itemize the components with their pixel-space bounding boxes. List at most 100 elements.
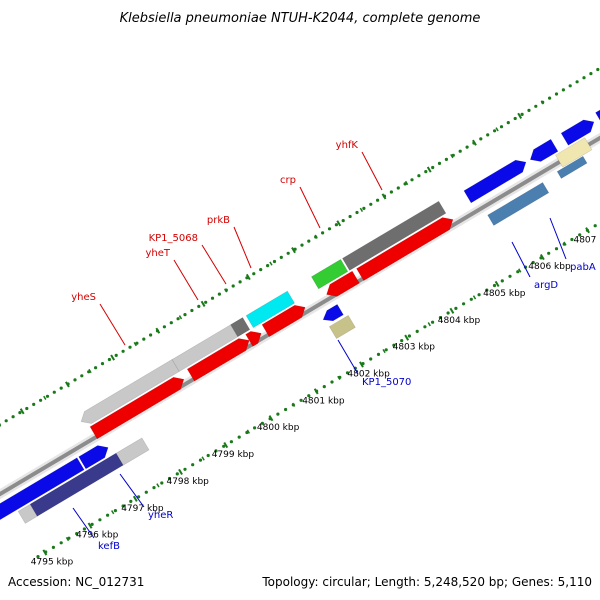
tick-label: 4796 kbp: [76, 531, 119, 541]
gene-feature: [356, 217, 454, 282]
guide-dot: [214, 449, 218, 453]
minor-tick-mark: [224, 288, 228, 293]
gene-feature: [261, 304, 306, 338]
guide-dot: [286, 251, 290, 255]
guide-dot: [446, 311, 450, 315]
guide-dot: [106, 513, 110, 517]
minor-tick-mark: [450, 154, 454, 159]
gene-feature: [326, 270, 360, 297]
guide-dot: [25, 406, 29, 411]
label-leader-line: [173, 259, 199, 301]
guide-dot: [190, 308, 194, 313]
guide-dot: [183, 313, 187, 317]
minor-tick-mark: [201, 456, 205, 461]
gene-feature: [560, 119, 595, 146]
guide-dot: [167, 476, 172, 481]
guide-dot: [593, 224, 597, 228]
tick-mark: [336, 220, 342, 227]
tick-label: 4803 kbp: [393, 343, 436, 353]
guide-dot: [462, 302, 466, 306]
guide-dot: [284, 407, 288, 412]
guide-dot: [389, 190, 393, 194]
gene-features: [0, 107, 600, 524]
guide-dot: [423, 325, 427, 329]
guide-dot: [75, 532, 79, 536]
guide-dot: [384, 348, 388, 352]
label-leader-line: [361, 151, 383, 191]
tick-label: 4806 kbp: [528, 262, 571, 272]
guide-dot: [454, 306, 458, 310]
guide-dot: [142, 337, 146, 341]
guide-dot: [197, 304, 201, 308]
guide-dot: [253, 426, 257, 430]
tick-mark: [110, 354, 116, 361]
gene-feature: [89, 376, 185, 440]
guide-dot: [135, 341, 139, 345]
gene-label: yheT: [145, 248, 170, 259]
guide-dot: [36, 555, 40, 559]
gene-label: kefB: [98, 541, 120, 552]
guide-dot: [237, 435, 241, 439]
minor-tick-mark: [314, 234, 318, 239]
guide-dot: [554, 92, 559, 96]
gene-label: yheR: [148, 510, 173, 521]
guide-dot: [11, 415, 15, 419]
guide-dot: [121, 504, 125, 508]
guide-dot: [431, 320, 435, 324]
guide-dot: [575, 80, 579, 84]
guide-dot: [51, 545, 56, 550]
tick-mark: [585, 227, 590, 234]
guide-dot: [415, 329, 419, 333]
guide-dot: [548, 96, 552, 100]
guide-dot: [59, 386, 63, 390]
minor-tick-mark: [269, 261, 273, 266]
guide-dot: [431, 165, 435, 170]
guide-dot: [508, 274, 512, 278]
guide-dot: [137, 495, 141, 499]
tick-mark: [87, 522, 93, 529]
guide-dot: [376, 352, 381, 356]
guide-dot: [589, 72, 593, 76]
map-title: Klebsiella pneumoniae NTUH-K2044, comple…: [120, 11, 481, 26]
label-leader-line: [119, 473, 145, 508]
tick-mark: [42, 549, 48, 556]
minor-tick-mark: [43, 395, 47, 400]
guide-dot: [45, 394, 50, 398]
guide-dot: [477, 293, 481, 297]
guide-dot: [210, 296, 215, 300]
minor-tick-mark: [518, 268, 522, 273]
guide-dot: [18, 411, 22, 415]
tick-label: 4802 kbp: [347, 370, 390, 380]
tick-mark: [65, 381, 70, 388]
guide-dot: [334, 223, 338, 227]
tick-mark: [381, 193, 387, 200]
guide-dot: [322, 385, 326, 389]
tick-label: 4804 kbp: [438, 316, 481, 326]
minor-tick-mark: [427, 322, 431, 327]
guide-dot: [272, 259, 277, 264]
minor-tick-mark: [472, 295, 477, 300]
guide-dot: [73, 378, 77, 382]
gene-label: crp: [280, 175, 296, 186]
guide-dot: [578, 233, 582, 237]
guide-dot: [39, 398, 43, 402]
gene-feature: [555, 137, 593, 168]
guide-dot: [362, 206, 366, 210]
guide-dot: [152, 486, 156, 490]
tick-label: 4799 kbp: [212, 450, 255, 460]
minor-tick-mark: [246, 429, 251, 434]
guide-dot: [128, 345, 132, 349]
guide-dot: [113, 509, 117, 513]
gene-feature: [328, 314, 356, 340]
tick-mark: [19, 408, 25, 415]
guide-dot: [417, 174, 421, 178]
guide-dot: [238, 280, 242, 284]
position-ticks: 4795 kbp 4796 kbp 4797 kbp 4798 kbp 4799 kbp…: [0, 100, 600, 568]
tick-label: 4798 kbp: [166, 477, 209, 487]
gene-feature: [245, 331, 262, 347]
guide-dot: [547, 251, 551, 255]
tick-mark: [268, 415, 274, 422]
guide-dot: [499, 125, 504, 129]
tick-mark: [517, 112, 523, 119]
tick-label: 4801 kbp: [302, 396, 345, 406]
